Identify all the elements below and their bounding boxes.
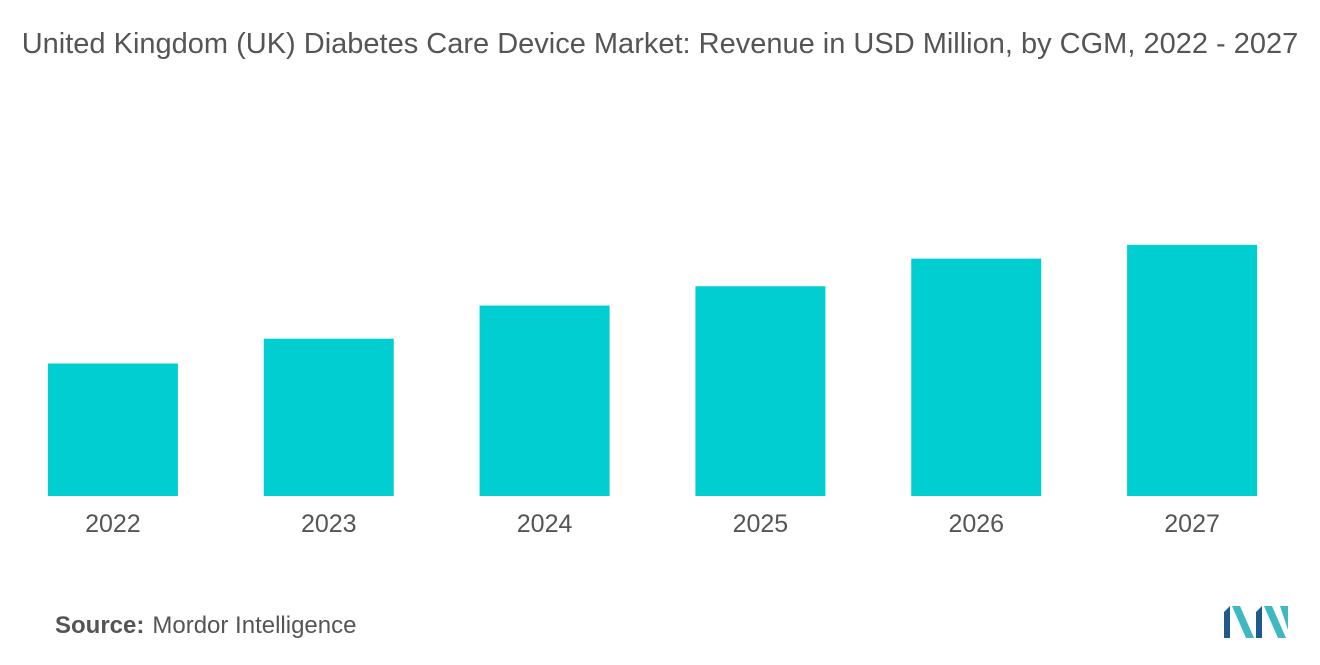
source-label: Source: [55, 612, 145, 639]
bar-chart: 2022 2023 2024 2025 2026 2027 [47, 244, 1258, 538]
x-tick-label-2024: 2024 [517, 510, 573, 538]
bar-2023 [263, 338, 394, 496]
source-line: Source: Mordor Intelligence [55, 612, 356, 640]
x-tick-label-2023: 2023 [301, 510, 357, 538]
source-value: Mordor Intelligence [152, 612, 357, 639]
bar-2027 [1127, 244, 1258, 496]
x-tick-label-2022: 2022 [85, 510, 141, 538]
bar-2026 [911, 258, 1042, 496]
bar-2022 [47, 363, 178, 496]
chart-title: United Kingdom (UK) Diabetes Care Device… [21, 28, 1299, 60]
x-tick-label-2025: 2025 [733, 510, 789, 538]
x-tick-label-2027: 2027 [1164, 510, 1220, 538]
bar-2024 [479, 305, 610, 496]
x-tick-label-2026: 2026 [948, 510, 1004, 538]
bar-2025 [695, 286, 826, 496]
mordor-intelligence-logo-icon [1224, 606, 1288, 638]
